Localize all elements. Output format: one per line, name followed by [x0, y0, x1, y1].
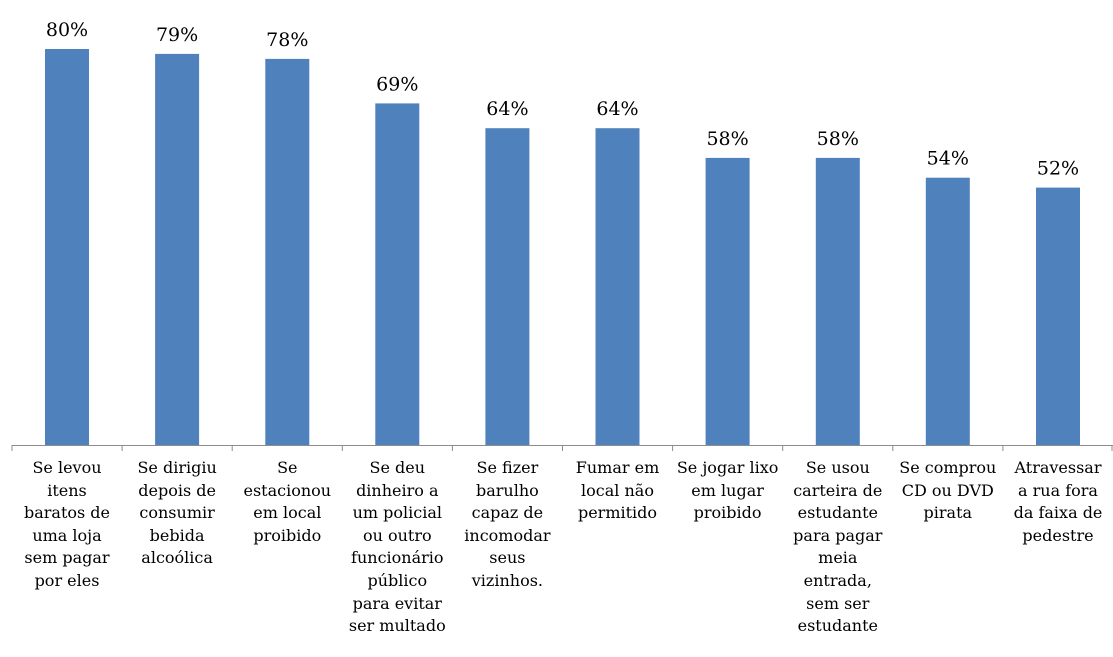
data-label-10: 52% — [1037, 158, 1079, 180]
bar-6 — [595, 128, 640, 445]
category-label-3: Se estacionou em local proibido — [243, 458, 332, 545]
bar-8 — [815, 157, 860, 445]
bar-7 — [705, 157, 750, 445]
bar-4 — [375, 103, 420, 446]
category-label-7: Se jogar lixo em lugar proibido — [676, 458, 779, 523]
category-label-6: Fumar em local não permitido — [575, 458, 660, 523]
data-label-3: 78% — [266, 29, 308, 51]
bar-3 — [265, 58, 310, 446]
category-label-4: Se deu dinheiro a um policial ou outro f… — [348, 458, 446, 636]
data-label-9: 54% — [927, 148, 969, 170]
data-label-6: 64% — [596, 98, 638, 120]
data-label-1: 80% — [46, 19, 88, 41]
category-label-2: Se dirigiu depois de consumir bebida alc… — [137, 458, 217, 568]
category-label-9: Se comprou CD ou DVD pirata — [899, 458, 997, 523]
data-label-2: 79% — [156, 24, 198, 46]
category-label-10: Atravessar a rua fora da faixa de pedest… — [1013, 458, 1103, 545]
bar-1 — [45, 49, 89, 445]
bar-9 — [925, 177, 970, 445]
data-label-8: 58% — [817, 128, 859, 150]
data-label-5: 64% — [486, 98, 528, 120]
bar-5 — [485, 128, 530, 445]
bar-2 — [155, 53, 200, 446]
category-label-8: Se usou carteira de estudante para pagar… — [793, 458, 883, 636]
data-label-4: 69% — [376, 73, 418, 95]
data-label-7: 58% — [706, 128, 748, 150]
bar-10 — [1036, 187, 1080, 445]
category-label-5: Se fizer barulho capaz de incomodar seus… — [464, 458, 551, 590]
category-label-1: Se levou itens baratos de uma loja sem p… — [23, 458, 111, 590]
